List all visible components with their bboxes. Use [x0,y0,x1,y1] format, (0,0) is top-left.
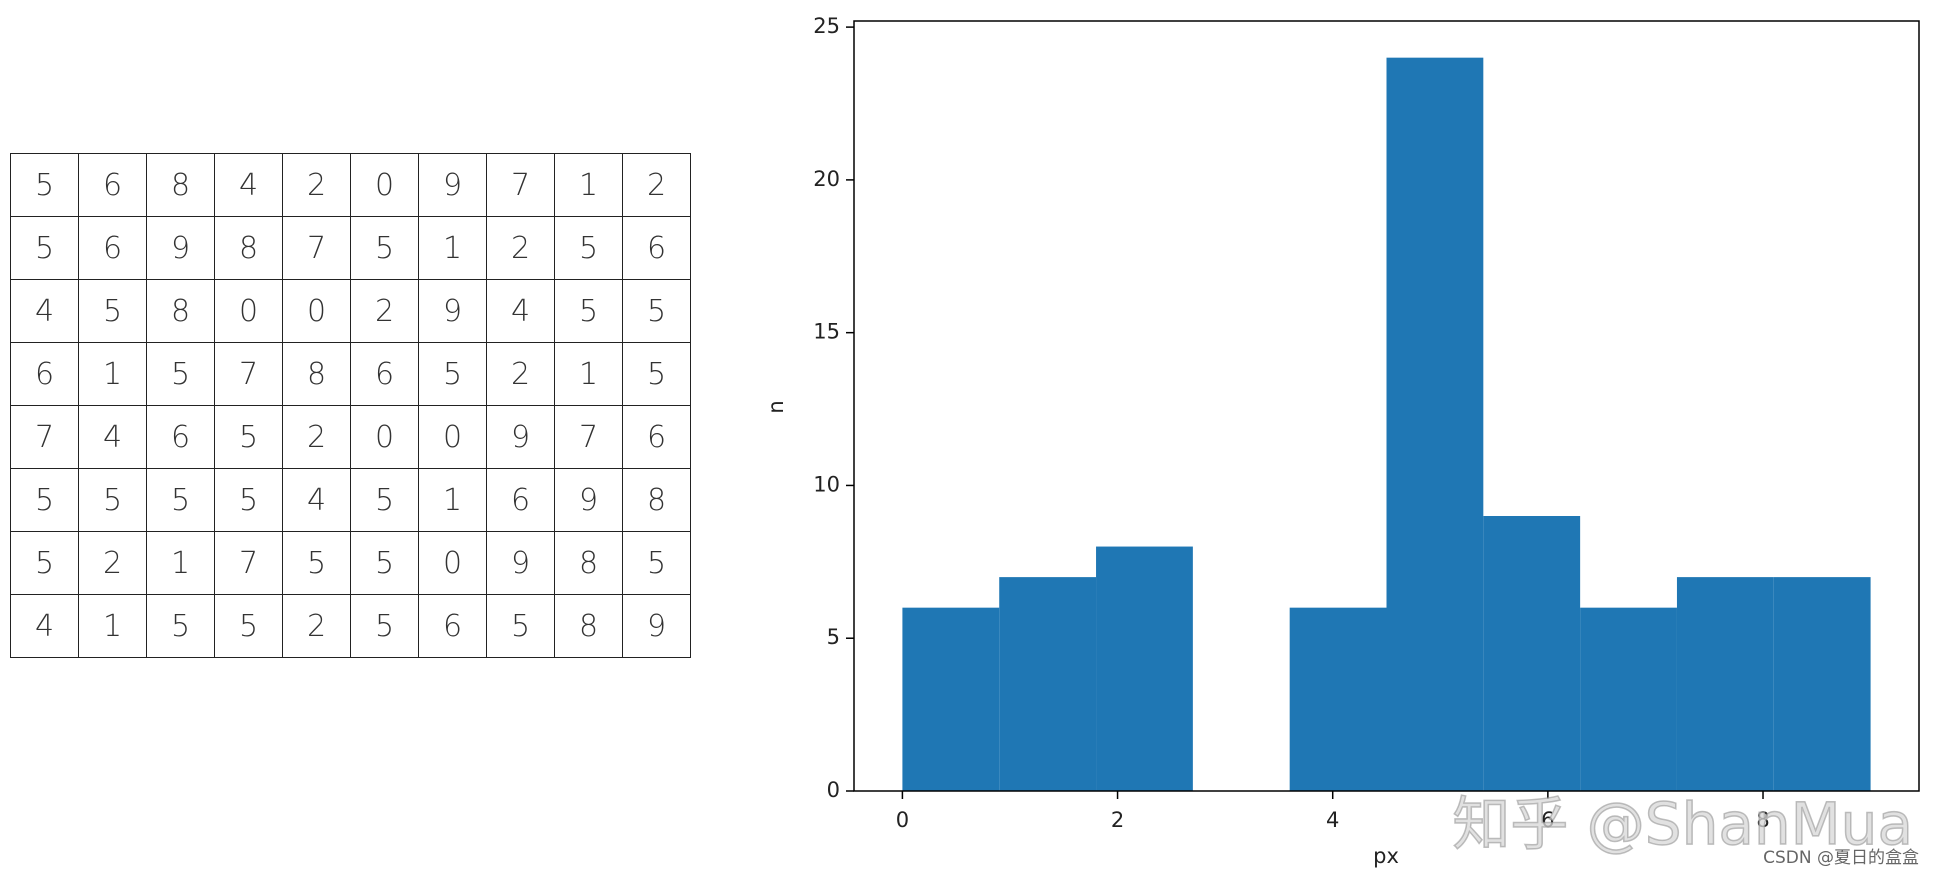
y-tick-label: 15 [813,320,840,344]
axes-frame [853,20,1920,792]
table-cell: 5 [622,342,691,406]
table-cell: 5 [350,594,419,658]
table-cell: 6 [418,594,487,658]
table-cell: 4 [214,153,283,217]
table-cell: 0 [282,279,351,343]
x-tick-label: 4 [1326,808,1339,832]
table-cell: 2 [486,342,555,406]
table-cell: 6 [350,342,419,406]
table-cell: 5 [146,342,215,406]
table-cell: 1 [418,216,487,280]
table-cell: 5 [554,279,623,343]
table-cell: 4 [486,279,555,343]
table-cell: 9 [486,405,555,469]
table-cell: 2 [282,594,351,658]
histogram-bar [1483,516,1581,791]
watermark: CSDN @夏日的盒盒 [1763,848,1919,868]
table-cell: 6 [78,153,147,217]
x-tick-label: 6 [1541,808,1554,832]
table-cell: 7 [214,531,283,595]
table-cell: 5 [214,405,283,469]
table-cell: 5 [282,531,351,595]
table-cell: 1 [554,153,623,217]
table-cell: 2 [282,405,351,469]
x-axis-label: px [1373,844,1399,868]
table-cell: 5 [146,594,215,658]
table-cell: 8 [554,594,623,658]
table-cell: 0 [418,531,487,595]
table-cell: 4 [10,279,79,343]
table-cell: 6 [622,405,691,469]
y-tick-label: 0 [827,778,840,802]
table-cell: 8 [554,531,623,595]
histogram-bar [999,577,1097,791]
table-cell: 1 [78,594,147,658]
table-cell: 2 [622,153,691,217]
y-tick-label: 5 [827,625,840,649]
x-tick-label: 2 [1111,808,1124,832]
table-cell: 5 [214,594,283,658]
table-cell: 5 [350,216,419,280]
histogram-bar [1580,607,1677,791]
table-cell: 5 [10,153,79,217]
table-cell: 7 [486,153,555,217]
table-cell: 9 [418,279,487,343]
table-cell: 0 [350,405,419,469]
table-cell: 9 [554,468,623,532]
table-cell: 6 [622,216,691,280]
table-cell: 5 [622,531,691,595]
histogram-bar [902,607,1000,791]
table-cell: 2 [350,279,419,343]
table-cell: 5 [622,279,691,343]
table-cell: 8 [214,216,283,280]
y-tick-label: 25 [813,14,840,38]
table-cell: 5 [350,531,419,595]
table-cell: 5 [10,468,79,532]
y-tick-label: 20 [813,167,840,191]
table-cell: 4 [282,468,351,532]
histogram-bar [1676,577,1774,791]
table-cell: 9 [418,153,487,217]
histogram-bar [1289,607,1387,791]
table-cell: 7 [282,216,351,280]
table-cell: 4 [10,594,79,658]
table-cell: 6 [10,342,79,406]
table-cell: 9 [622,594,691,658]
x-tick-label: 8 [1756,808,1769,832]
table-cell: 5 [78,468,147,532]
watermark: 知乎 @ShanMua [1452,790,1913,858]
histogram-bar [1096,546,1193,791]
histogram-bar [1386,57,1484,791]
table-cell: 1 [418,468,487,532]
histogram-bar [1773,577,1871,791]
table-cell: 1 [554,342,623,406]
table-cell: 0 [418,405,487,469]
y-axis-label: n [764,400,788,413]
table-cell: 6 [146,405,215,469]
table-cell: 6 [78,216,147,280]
table-cell: 5 [10,216,79,280]
y-tick-label: 10 [813,472,840,496]
x-tick-label: 0 [896,808,909,832]
table-cell: 5 [10,531,79,595]
